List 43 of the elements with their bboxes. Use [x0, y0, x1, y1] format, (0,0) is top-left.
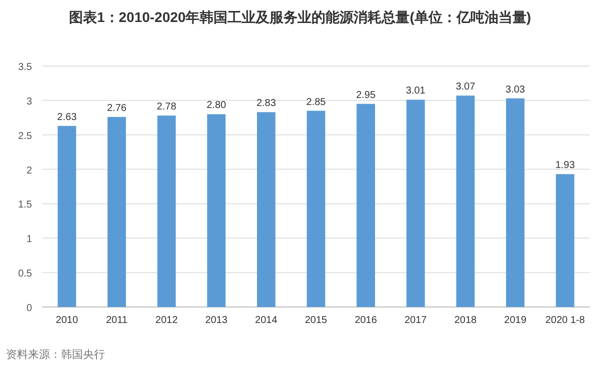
- x-tick-label: 2014: [255, 315, 278, 326]
- x-tick-label: 2012: [155, 315, 178, 326]
- data-label: 2.80: [206, 100, 227, 112]
- y-tick-label: 0: [26, 303, 32, 314]
- y-tick-label: 3.5: [18, 62, 32, 73]
- bar: [456, 96, 475, 307]
- bar: [556, 174, 574, 307]
- data-label: 3.01: [406, 86, 426, 97]
- bar: [207, 114, 226, 307]
- x-tick-label: 2018: [454, 315, 478, 326]
- bar: [506, 98, 524, 307]
- bar: [306, 110, 326, 307]
- y-tick-label: 3: [26, 96, 32, 108]
- bar: [356, 104, 376, 307]
- data-label: 2.85: [306, 96, 326, 108]
- x-tick-label: 2020 1-8: [545, 315, 586, 326]
- data-label: 2.83: [256, 98, 276, 110]
- data-label: 2.63: [57, 112, 78, 123]
- y-tick-label: 2.5: [18, 130, 32, 142]
- bar: [58, 126, 76, 307]
- data-label: 1.93: [555, 160, 576, 172]
- data-label: 2.78: [156, 102, 177, 113]
- y-tick-label: 0.5: [18, 268, 32, 280]
- data-label: 2.76: [106, 102, 127, 114]
- text: 资料来源：韩国央行: [6, 348, 105, 361]
- y-tick-label: 1: [26, 234, 32, 246]
- bar: [157, 116, 176, 307]
- data-label: 2.95: [356, 90, 376, 101]
- x-tick-label: 2011: [106, 315, 128, 326]
- x-tick-label: 2016: [354, 315, 378, 326]
- data-label: 3.07: [456, 82, 476, 93]
- x-tick-label: 2010: [56, 315, 78, 326]
- x-tick-label: 2019: [504, 315, 527, 326]
- bar: [406, 100, 425, 307]
- y-tick-label: 2: [26, 165, 32, 176]
- bar: [108, 116, 126, 307]
- x-tick-label: 2017: [404, 315, 428, 326]
- x-tick-label: 2013: [205, 315, 228, 326]
- bar: [256, 112, 276, 307]
- data-label: 3.03: [506, 84, 526, 96]
- y-tick-label: 1.5: [18, 200, 32, 211]
- x-tick-label: 2015: [304, 315, 328, 326]
- chart-title: 图表1：2010-2020年韩国工业及服务业的能源消耗总量(单位：亿吨油当量): [68, 9, 532, 25]
